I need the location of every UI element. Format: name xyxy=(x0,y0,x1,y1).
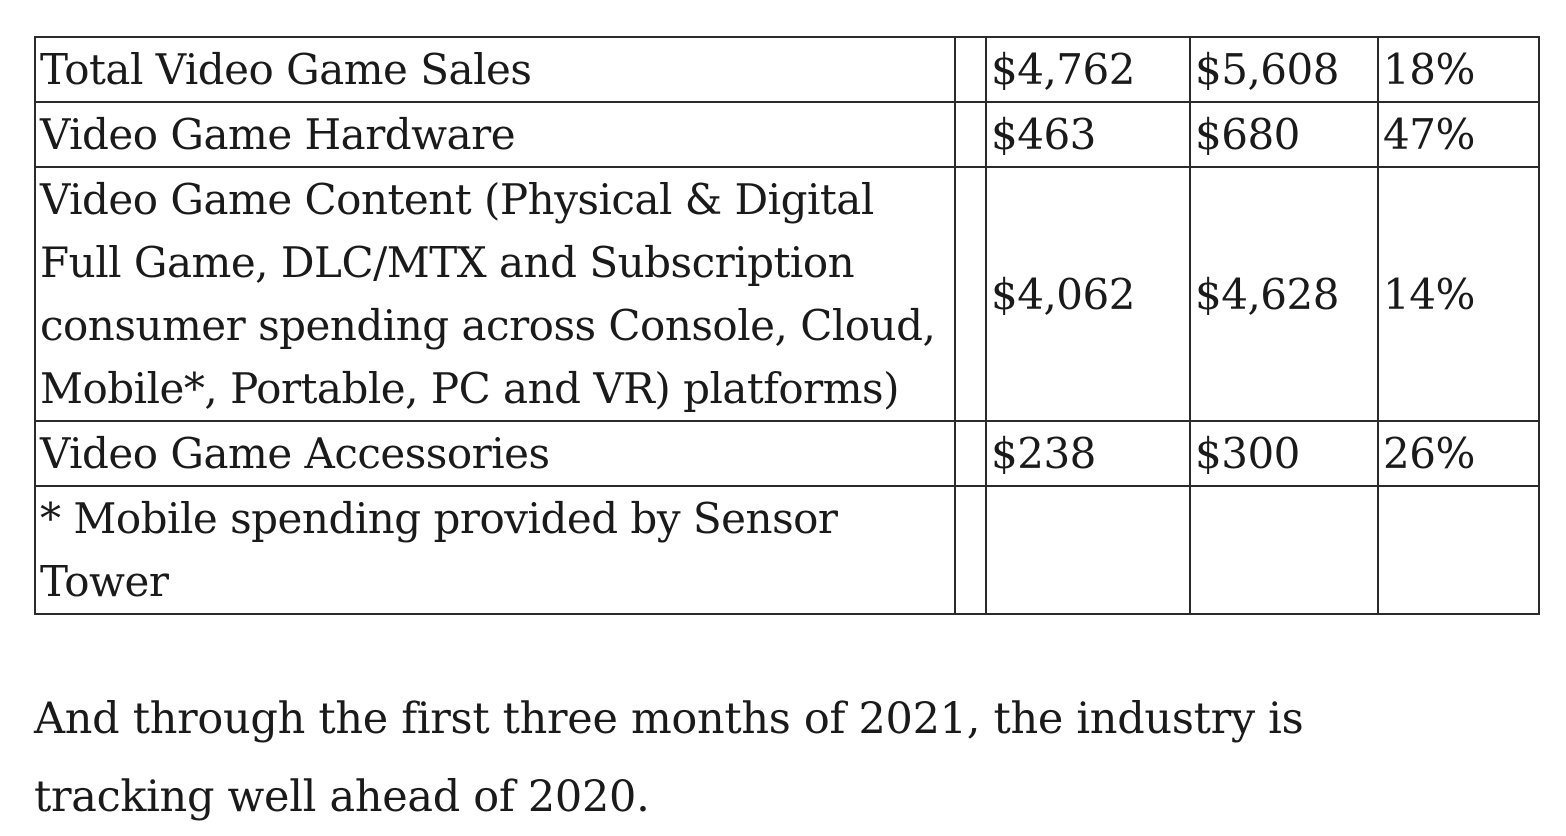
video-game-sales-table: Total Video Game Sales $4,762 $5,608 18%… xyxy=(34,36,1540,615)
value-2021-cell: $4,628 xyxy=(1189,166,1379,422)
empty-cell xyxy=(954,36,987,103)
empty-cell xyxy=(954,166,987,422)
empty-cell xyxy=(954,485,987,615)
row-label: Video Game Accessories xyxy=(34,420,956,487)
value-2020-cell: $238 xyxy=(985,420,1191,487)
value-2020-cell xyxy=(985,485,1191,615)
empty-cell xyxy=(954,101,987,168)
change-percent-cell: 14% xyxy=(1377,166,1540,422)
table-row: Video Game Accessories $238 $300 26% xyxy=(34,420,1540,487)
empty-cell xyxy=(954,420,987,487)
table-row: Total Video Game Sales $4,762 $5,608 18% xyxy=(34,36,1540,103)
value-2021-cell: $680 xyxy=(1189,101,1379,168)
table-row: Video Game Content (Physical & Digital F… xyxy=(34,166,1540,422)
value-2020-cell: $4,762 xyxy=(985,36,1191,103)
value-2020-cell: $463 xyxy=(985,101,1191,168)
row-label: Total Video Game Sales xyxy=(34,36,956,103)
change-percent-cell: 18% xyxy=(1377,36,1540,103)
value-2021-cell xyxy=(1189,485,1379,615)
value-2021-cell: $5,608 xyxy=(1189,36,1379,103)
body-paragraph: And through the first three months of 20… xyxy=(34,694,1304,822)
row-label: Video Game Content (Physical & Digital F… xyxy=(34,166,956,422)
change-percent-cell: 47% xyxy=(1377,101,1540,168)
table-row: * Mobile spending provided by Sensor Tow… xyxy=(34,485,1540,615)
change-percent-cell xyxy=(1377,485,1540,615)
value-2020-cell: $4,062 xyxy=(985,166,1191,422)
change-percent-cell: 26% xyxy=(1377,420,1540,487)
table-row: Video Game Hardware $463 $680 47% xyxy=(34,101,1540,168)
footnote-label: * Mobile spending provided by Sensor Tow… xyxy=(34,485,956,615)
row-label: Video Game Hardware xyxy=(34,101,956,168)
value-2021-cell: $300 xyxy=(1189,420,1379,487)
